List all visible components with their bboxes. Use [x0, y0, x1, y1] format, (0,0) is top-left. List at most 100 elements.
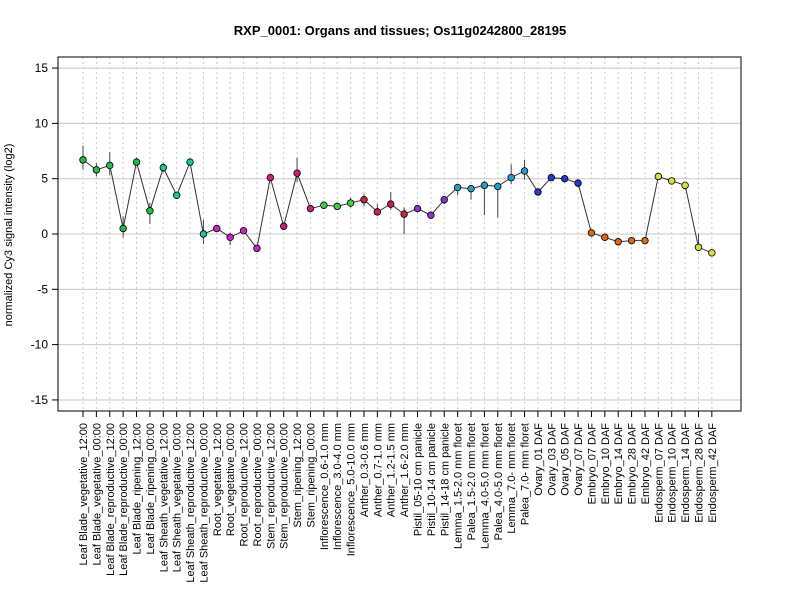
x-tick-label: Stem_reproductive_00:00 [279, 423, 291, 549]
y-tick-label: 0 [41, 227, 48, 241]
x-tick-label: Root_vegetative_12:00 [212, 423, 224, 536]
data-point [520, 167, 529, 175]
data-point [346, 199, 355, 207]
plot-frame [57, 56, 742, 412]
y-axis-label: normalized Cy3 signal intensity (log2) [3, 144, 15, 327]
x-tick-label: Anther_1.2-1.5 mm [386, 423, 398, 517]
y-tick-label: -10 [31, 338, 49, 352]
x-tick-label: Ovary_05 DAF [560, 423, 572, 496]
x-tick-label: Ovary_01 DAF [533, 423, 545, 496]
x-tick-label: Leaf Sheath_reproductive_00:00 [198, 423, 210, 583]
x-tick-label: Embryo_07 DAF [586, 423, 598, 505]
data-point [253, 244, 261, 253]
data-point [373, 208, 382, 216]
x-tick-label: Leaf Blade_ripening_00:00 [145, 423, 157, 555]
x-tick-label: Leaf Blade_vegetative_12:00 [78, 423, 90, 566]
axis-layer: -15 -10 -5 0 5 10 15 Leaf Blade_vegetative_12:0… [31, 61, 719, 583]
data-point [574, 179, 582, 187]
x-tick-label: Inflorescence_5.0-10.0 mm [346, 423, 358, 556]
data-point [199, 230, 208, 238]
y-tick-label: -5 [37, 282, 48, 296]
data-point [587, 229, 596, 237]
data-point [79, 156, 87, 164]
data-point [159, 163, 167, 172]
x-tick-label: Palea_7.0- mm floret [520, 423, 532, 525]
x-tick-label: Embryo_14 DAF [613, 423, 625, 505]
x-tick-label: Leaf Blade_reproductive_00:00 [118, 423, 130, 576]
data-point [494, 182, 502, 191]
x-tick-label: Stem_ripening_00:00 [305, 423, 317, 528]
x-tick-label: Palea_4.0-5.0 mm floret [493, 423, 505, 540]
data-point [387, 200, 395, 208]
data-point [226, 233, 234, 242]
x-tick-label: Endosperm_28 DAF [693, 423, 705, 523]
data-point [507, 173, 515, 182]
chart-title: RXP_0001: Organs and tissues; Os11g02428… [234, 23, 566, 38]
data-point [266, 173, 275, 182]
data-point [320, 201, 328, 209]
x-tick-label: Endosperm_07 DAF [653, 423, 665, 523]
x-tick-label: Anther_1.6-2.0 mm [399, 423, 411, 517]
x-tick-label: Ovary_07 DAF [573, 423, 585, 496]
data-point [400, 210, 408, 218]
x-tick-label: Stem_reproductive_12:00 [265, 423, 277, 549]
x-tick-label: Root_reproductive_12:00 [239, 423, 251, 547]
x-tick-label: Lemma_7.0- mm floret [506, 423, 518, 534]
x-tick-label: Embryo_10 DAF [600, 423, 612, 505]
point-layer [79, 156, 716, 257]
data-point [681, 181, 689, 190]
x-tick-label: Endosperm_42 DAF [707, 423, 719, 523]
data-point [601, 233, 609, 242]
x-tick-label: Leaf Blade_reproductive_12:00 [105, 423, 117, 576]
data-point [146, 207, 154, 215]
x-tick-label: Endosperm_14 DAF [680, 423, 692, 523]
x-tick-label: Pistil_10-14 cm panicle [426, 423, 438, 536]
data-point [427, 211, 435, 219]
data-point [360, 196, 368, 204]
y-tick-label: -15 [31, 393, 49, 407]
x-tick-label: Leaf Blade_vegetative_00:00 [91, 423, 103, 566]
y-tick-label: 5 [41, 172, 48, 186]
x-tick-label: Anther_0.7-1.0 mm [372, 423, 384, 517]
y-tick-label: 15 [35, 61, 49, 75]
data-point [453, 183, 462, 192]
data-point [413, 204, 422, 213]
data-point [106, 161, 114, 170]
data-point [333, 202, 341, 211]
x-tick-label: Lemma_4.0-5.0 mm floret [479, 423, 491, 549]
data-point [132, 158, 141, 166]
data-point [668, 177, 676, 185]
data-point [440, 196, 448, 204]
x-tick-label: Embryo_28 DAF [627, 423, 639, 505]
data-point [186, 158, 194, 166]
x-tick-label: Stem_ripening_12:00 [292, 423, 304, 528]
x-tick-label: Anther_0.3-0.6 mm [359, 423, 371, 517]
x-tick-label: Leaf Blade_ripening_12:00 [132, 423, 144, 555]
data-point [547, 173, 555, 182]
x-tick-label: Leaf Sheath_vegetative_00:00 [172, 423, 184, 572]
x-tick-label: Inflorescence_0.6-1.0 mm [319, 423, 331, 550]
data-point [480, 181, 489, 190]
data-point [694, 243, 703, 251]
data-point [119, 224, 127, 233]
data-point [708, 249, 716, 257]
data-point [614, 238, 622, 246]
x-tick-label: Pistil_05-10 cm panicle [413, 423, 425, 536]
x-tick-label: Embryo_42 DAF [640, 423, 652, 505]
data-point [560, 174, 569, 183]
x-tick-label: Inflorescence_3.0-4.0 mm [332, 423, 344, 550]
data-point [239, 226, 248, 235]
data-point [293, 169, 301, 177]
x-tick-label: Endosperm_10 DAF [667, 423, 679, 523]
x-tick-label: Pistil_14-18 cm panicle [439, 423, 451, 536]
x-tick-label: Leaf Sheath_reproductive_12:00 [185, 423, 197, 583]
grid-layer [58, 57, 741, 411]
data-point [280, 222, 288, 230]
x-tick-label: Root_vegetative_00:00 [225, 423, 237, 536]
x-tick-label: Ovary_03 DAF [546, 423, 558, 496]
data-point [467, 184, 475, 193]
data-point [172, 191, 181, 199]
x-tick-label: Lemma_1.5-2.0 mm floret [453, 423, 465, 549]
